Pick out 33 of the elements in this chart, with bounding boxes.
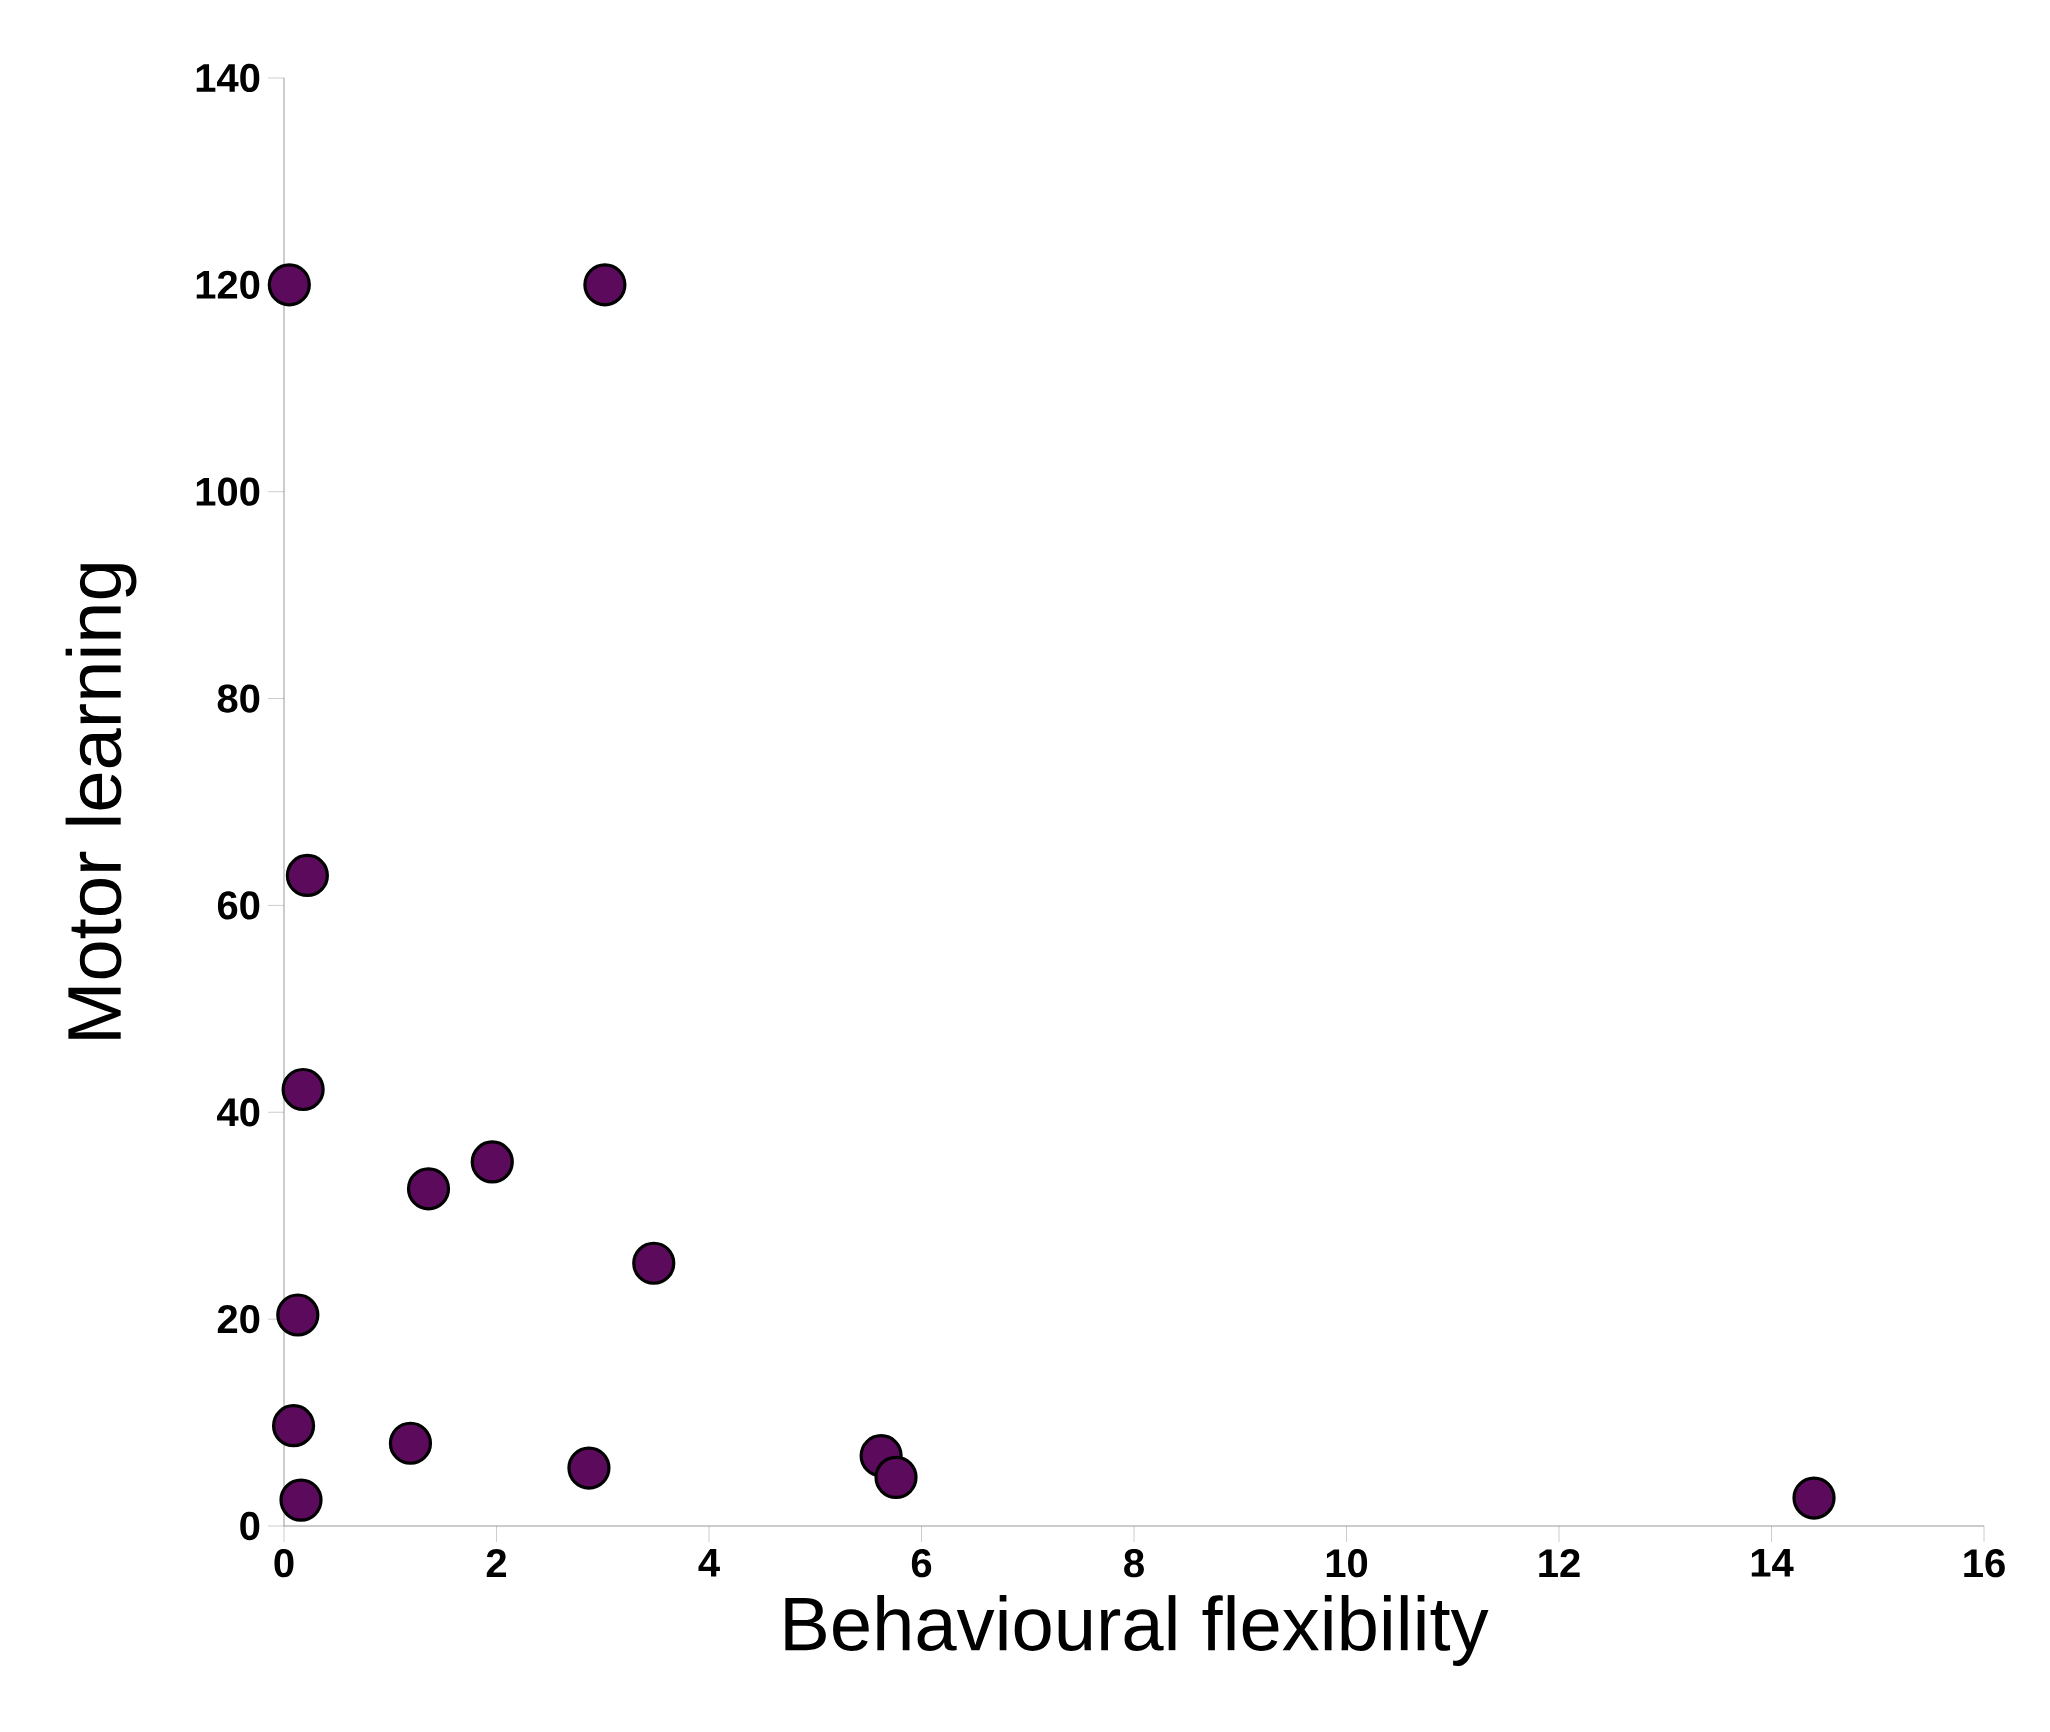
x-tick-label: 8 xyxy=(1124,1549,1144,1578)
point xyxy=(406,1167,451,1211)
y-tick-label: 80 xyxy=(217,684,260,713)
y-tick-label: 140 xyxy=(196,63,260,93)
x-tick-label: 2 xyxy=(486,1549,507,1577)
point xyxy=(583,263,627,307)
point xyxy=(279,1478,323,1522)
y-tick-label: 100 xyxy=(196,477,260,506)
point xyxy=(1792,1476,1836,1520)
x-tick-label: 4 xyxy=(698,1549,720,1577)
x-tick-label: 10 xyxy=(1326,1549,1368,1578)
x-tick-label: 12 xyxy=(1539,1549,1580,1577)
x-axis-title: Behavioural flexibility xyxy=(785,1595,1489,1666)
point xyxy=(388,1421,433,1465)
point xyxy=(874,1455,918,1499)
point xyxy=(267,263,311,307)
y-tick-label: 40 xyxy=(217,1098,260,1127)
y-tick-label: 60 xyxy=(217,891,260,920)
x-tick-label: 14 xyxy=(1751,1549,1794,1577)
x-tick-label: 16 xyxy=(1964,1549,2005,1578)
point xyxy=(285,853,329,898)
y-tick-label: 120 xyxy=(196,270,260,299)
point xyxy=(470,1140,514,1184)
x-tick-label: 0 xyxy=(274,1549,294,1578)
y-tick-label: 20 xyxy=(217,1304,260,1334)
point xyxy=(281,1067,325,1112)
point xyxy=(632,1241,676,1285)
y-axis-title: Motor learning xyxy=(65,564,137,1039)
point xyxy=(276,1293,320,1337)
x-tick-label: 6 xyxy=(911,1549,932,1578)
point xyxy=(567,1446,611,1490)
point xyxy=(271,1404,316,1448)
y-tick-label: 0 xyxy=(240,1511,260,1541)
